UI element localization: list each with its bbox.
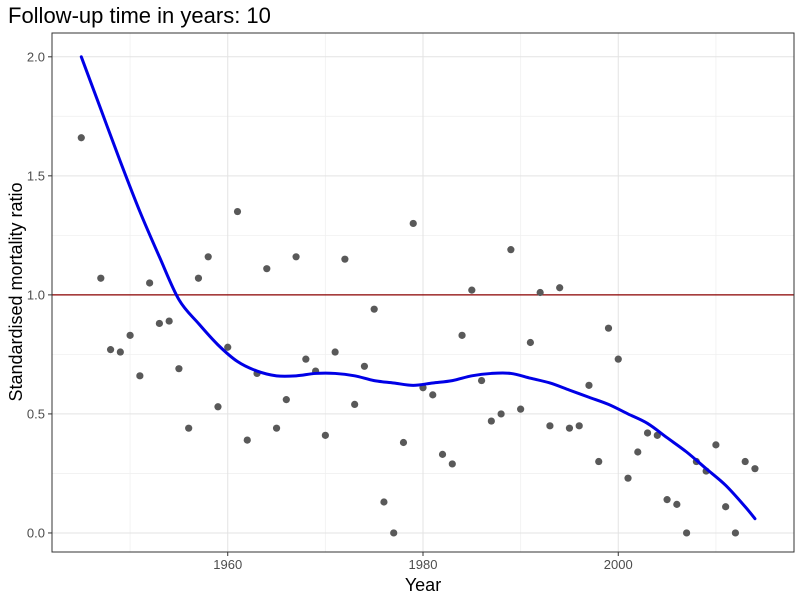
data-point	[263, 265, 271, 273]
data-point	[536, 288, 544, 297]
data-point	[155, 319, 163, 328]
data-point	[585, 381, 593, 389]
data-point	[429, 391, 437, 399]
y-tick-label: 0.0	[27, 525, 45, 540]
x-tick-label: 2000	[604, 557, 633, 572]
data-point	[517, 405, 525, 413]
data-point	[175, 365, 183, 373]
data-point	[458, 331, 466, 339]
y-tick-label: 0.5	[27, 406, 45, 421]
data-point	[468, 286, 476, 294]
data-point	[194, 274, 203, 282]
data-point	[712, 441, 720, 449]
data-point	[233, 207, 242, 216]
x-tick-label: 1960	[213, 557, 242, 572]
data-point	[722, 503, 730, 511]
data-point	[380, 498, 388, 506]
data-point	[409, 219, 417, 228]
data-point	[477, 376, 486, 385]
data-point	[399, 438, 408, 447]
data-point	[438, 450, 447, 458]
data-point	[556, 284, 564, 292]
data-point	[351, 400, 359, 408]
data-points	[77, 134, 759, 537]
data-point	[204, 253, 212, 261]
data-point	[643, 429, 652, 437]
data-point	[751, 465, 759, 473]
data-point	[604, 324, 613, 332]
data-point	[282, 396, 290, 404]
y-tick-label: 1.5	[27, 168, 45, 183]
data-point	[624, 474, 632, 482]
data-point	[595, 457, 603, 466]
data-point	[526, 338, 534, 347]
y-axis-ticks: 0.0 0.5 1.0 1.5 2.0	[27, 49, 52, 540]
data-point	[360, 362, 369, 370]
data-point	[77, 134, 85, 142]
data-point	[331, 348, 339, 356]
x-tick-label: 1980	[409, 557, 438, 572]
data-point	[731, 529, 740, 537]
smoothed-trend-line	[79, 55, 757, 521]
data-point	[106, 346, 115, 354]
data-point	[663, 496, 671, 504]
data-point	[97, 274, 105, 282]
x-axis-label: Year	[405, 575, 441, 595]
data-point	[741, 457, 749, 466]
data-point	[673, 500, 681, 508]
data-point	[321, 431, 329, 439]
data-point	[390, 529, 398, 537]
y-tick-label: 1.0	[27, 287, 45, 302]
data-point	[165, 317, 173, 325]
data-point	[507, 246, 515, 254]
data-point	[575, 422, 583, 430]
data-point	[243, 436, 251, 444]
data-point	[370, 305, 378, 313]
data-point	[116, 348, 124, 356]
data-point	[185, 424, 193, 432]
data-point	[272, 424, 281, 432]
data-point	[214, 403, 222, 411]
data-point	[497, 410, 505, 418]
data-point	[126, 331, 134, 339]
data-point	[136, 372, 144, 380]
data-point	[683, 529, 691, 537]
data-point	[614, 355, 622, 363]
data-point	[224, 343, 232, 351]
data-point	[448, 460, 456, 468]
data-point	[302, 355, 310, 363]
data-point	[146, 279, 154, 287]
chart-title: Follow-up time in years: 10	[8, 3, 271, 28]
data-point	[565, 424, 574, 432]
data-point	[546, 422, 554, 430]
data-point	[341, 255, 349, 263]
data-point	[292, 253, 300, 261]
x-axis-ticks: 1960 1980 2000	[213, 552, 633, 572]
data-point	[487, 417, 495, 425]
y-tick-label: 2.0	[27, 49, 45, 64]
data-point	[634, 448, 642, 456]
y-axis-label: Standardised mortality ratio	[6, 182, 26, 401]
